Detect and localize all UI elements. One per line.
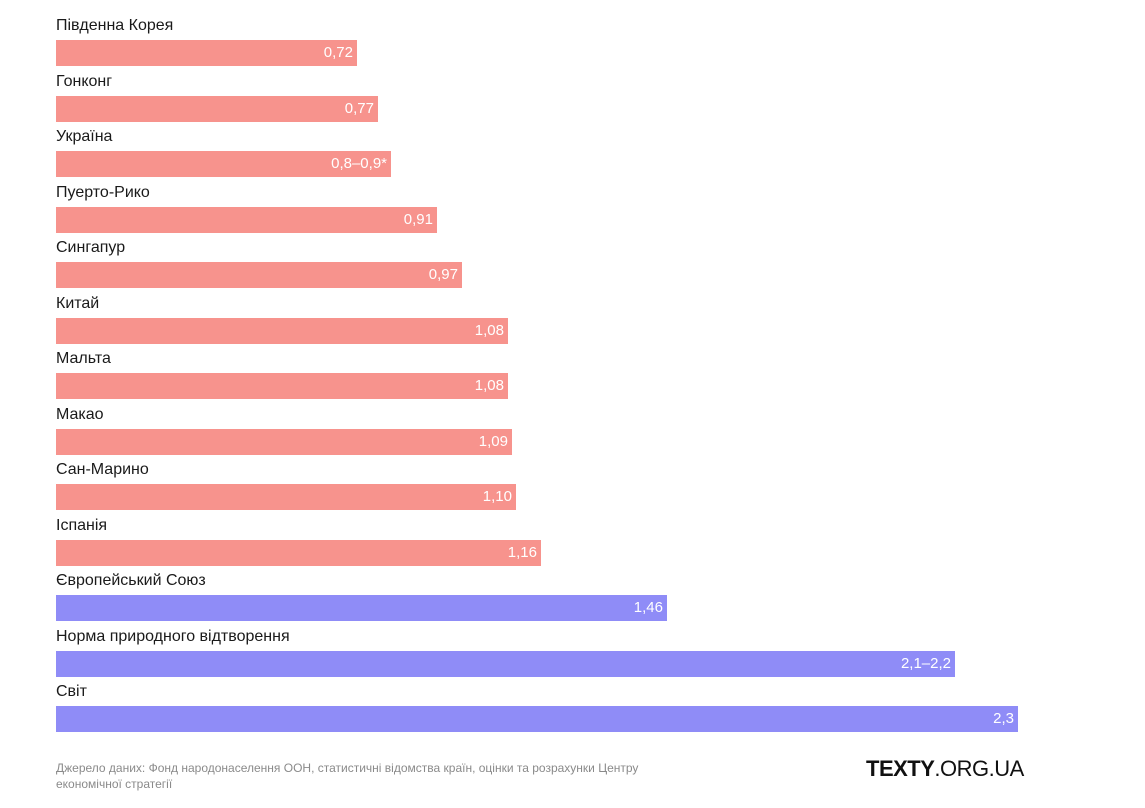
category-label: Пуерто-Рико (56, 183, 150, 201)
bar-value-label: 1,16 (507, 543, 537, 561)
category-label: Норма природного відтворення (56, 627, 290, 645)
data-source-note: Джерело даних: Фонд народонаселення ООН,… (56, 761, 639, 791)
bar-value-label: 1,09 (478, 432, 508, 450)
bar: 1,09 (56, 428, 512, 455)
bar-value-label: 1,08 (474, 377, 504, 394)
bar: 0,91 (56, 206, 437, 233)
bar-value-label: 0,97 (428, 266, 458, 283)
bar-value-label: 1,08 (474, 321, 504, 339)
bar: 0,8–0,9* (56, 151, 391, 177)
bar: 2,3 (56, 706, 1018, 732)
texty-logo[interactable]: TEXTY.ORG.UA (866, 756, 1024, 782)
bar-value-label: 0,8–0,9* (331, 155, 387, 172)
bar: 0,97 (56, 262, 462, 288)
category-label: Гонконг (56, 72, 113, 90)
category-label: Південна Корея (56, 17, 174, 34)
category-label: Іспанія (56, 516, 108, 534)
bar: 0,77 (56, 95, 378, 122)
category-label: Європейський Союз (56, 572, 206, 589)
bar: 1,46 (56, 595, 667, 621)
bar: 2,1–2,2 (56, 650, 955, 677)
bar: 1,08 (56, 373, 508, 399)
bar: 0,72 (56, 40, 357, 66)
category-label: Україна (56, 128, 113, 145)
bar-value-label: 0,72 (323, 44, 353, 61)
category-label: Сан-Марино (56, 461, 149, 478)
logo-bold-text: TEXTY (866, 756, 935, 781)
bar-value-label: 0,91 (403, 210, 433, 228)
category-label: Мальта (56, 350, 111, 367)
logo-domain-text: .ORG.UA (934, 756, 1024, 781)
category-label: Китай (56, 294, 100, 312)
category-label: Світ (56, 683, 87, 700)
bar-value-label: 1,10 (482, 488, 512, 505)
bar: 1,10 (56, 484, 516, 510)
bar: 1,16 (56, 539, 541, 566)
bar-value-label: 1,46 (633, 599, 663, 616)
bar-value-label: 2,1–2,2 (900, 654, 951, 672)
bar-value-label: 0,77 (344, 99, 374, 117)
category-label: Сингапур (56, 239, 126, 256)
bar-value-label: 2,3 (993, 710, 1014, 727)
category-label: Макао (56, 405, 104, 423)
bar: 1,08 (56, 317, 508, 344)
bar-chart: Південна Корея 0,72 Гонконг 0,77 Україна 0,8–… (56, 17, 1018, 732)
